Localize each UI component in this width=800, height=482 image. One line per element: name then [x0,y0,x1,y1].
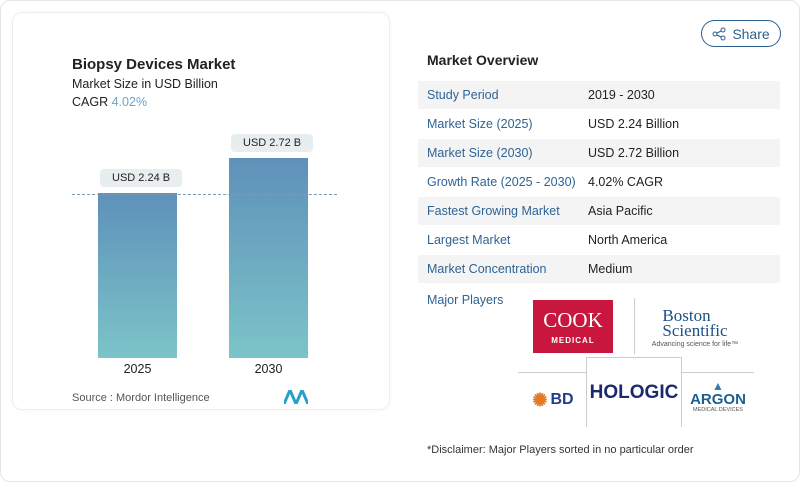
major-players-label: Major Players [427,293,504,307]
chart-title: Biopsy Devices Market [72,56,236,73]
source: Source : Mordor Intelligence [72,392,210,404]
cagr: CAGR 4.02% [72,95,147,109]
cook-medical-logo: COOK MEDICAL [533,300,613,353]
boston-scientific-logo: Boston Scientific Advancing science for li… [651,305,739,348]
cagr-label: CAGR [72,95,109,109]
row-key: Largest Market [427,233,511,247]
chart-card [12,12,390,410]
overview-row: Growth Rate (2025 - 2030) 4.02% CAGR [418,168,780,197]
hologic-logo: HOLOGIC [586,357,682,427]
argon-logo: ▲ ARGON MEDICAL DEVICES [690,379,746,413]
mordor-logo-icon [284,390,308,404]
overview-row: Study Period 2019 - 2030 [418,81,780,110]
bar-2025 [98,193,177,358]
row-key: Fastest Growing Market [427,204,560,218]
row-key: Study Period [427,88,499,102]
bar-2030 [229,158,308,358]
row-value: Medium [588,262,633,276]
overview-row: Market Size (2025) USD 2.24 Billion [418,110,780,139]
row-value: USD 2.72 Billion [588,146,680,160]
overview-row: Largest Market North America [418,226,780,255]
x-tick-label: 2030 [254,362,283,376]
row-key: Market Size (2030) [427,146,533,160]
row-value: Asia Pacific [588,204,653,218]
overview-row: Market Concentration Medium [418,255,780,284]
x-tick-label: 2025 [123,362,152,376]
disclaimer: *Disclaimer: Major Players sorted in no … [427,444,694,456]
share-label: Share [732,25,770,42]
cagr-value: 4.02% [111,95,148,109]
row-key: Growth Rate (2025 - 2030) [427,175,576,189]
row-key: Market Concentration [427,262,547,276]
share-icon [712,27,726,40]
data-label: USD 2.72 B [231,134,314,152]
reference-line [72,194,337,195]
chart-subtitle: Market Size in USD Billion [72,77,218,91]
row-value: USD 2.24 Billion [588,117,680,131]
bd-logo: ✺ BD [532,389,574,410]
row-key: Market Size (2025) [427,117,533,131]
share-button[interactable]: Share [701,20,781,47]
row-value: 2019 - 2030 [588,88,655,102]
overview-row: Fastest Growing Market Asia Pacific [418,197,780,226]
overview-title: Market Overview [427,52,539,68]
divider [634,298,635,354]
data-label: USD 2.24 B [100,169,183,188]
row-value: North America [588,233,668,247]
row-value: 4.02% CAGR [588,175,664,189]
overview-row: Market Size (2030) USD 2.72 Billion [418,139,780,168]
